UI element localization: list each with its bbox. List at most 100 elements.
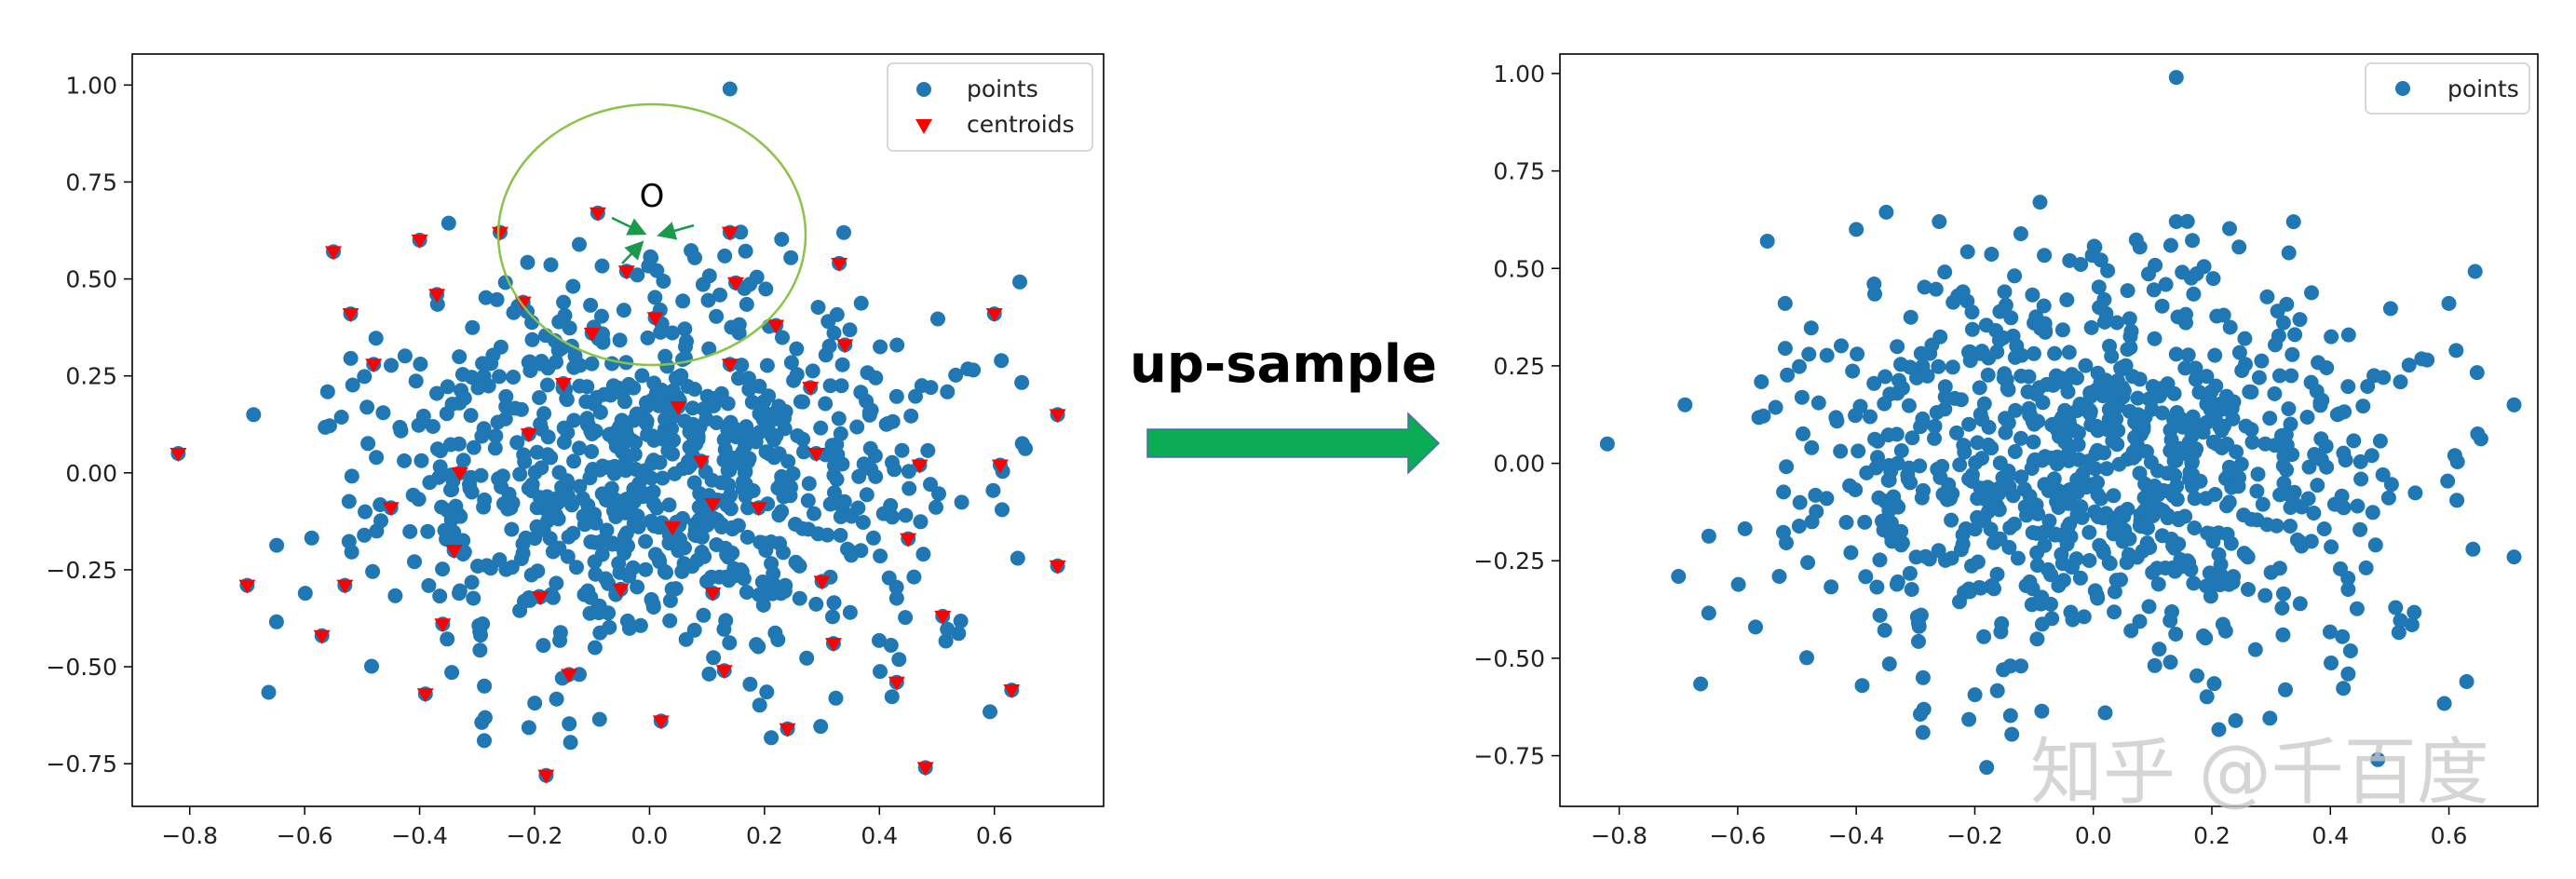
data-point <box>2107 604 2122 620</box>
data-point <box>739 529 755 545</box>
data-point <box>566 453 582 469</box>
data-point <box>512 602 528 618</box>
data-point <box>2013 430 2028 446</box>
data-point <box>2506 397 2522 412</box>
data-point <box>2285 346 2300 362</box>
data-point <box>1992 531 2008 547</box>
data-point <box>2441 295 2457 311</box>
data-point <box>686 475 702 491</box>
data-point <box>470 380 486 396</box>
data-point <box>616 303 631 318</box>
data-point <box>617 394 632 410</box>
data-point <box>2071 452 2087 467</box>
centroid-marker <box>589 207 606 222</box>
data-point <box>732 564 748 580</box>
data-point <box>572 378 588 394</box>
data-point <box>2150 576 2166 592</box>
data-point <box>2029 545 2045 561</box>
data-point <box>2304 285 2319 301</box>
data-point <box>662 593 678 608</box>
data-point <box>551 465 567 480</box>
left-legend: points centroids <box>887 62 1093 152</box>
data-point <box>659 358 675 374</box>
data-point <box>2211 722 2227 737</box>
data-point <box>994 353 1010 369</box>
data-point <box>2353 471 2369 487</box>
centroid-marker <box>532 591 549 606</box>
data-point <box>1845 363 1861 379</box>
data-point <box>790 557 806 572</box>
data-point <box>738 243 753 259</box>
data-point <box>530 563 546 579</box>
data-point <box>1849 222 1864 237</box>
data-point <box>1984 247 2000 262</box>
data-point <box>2120 342 2135 358</box>
data-point <box>1946 294 1961 310</box>
left-y-axis: −0.75 −0.50 −0.25 0.00 0.25 0.50 0.75 1.00 <box>46 72 132 778</box>
data-point <box>883 497 899 513</box>
data-point <box>2132 466 2148 481</box>
right-x-tick-label: −0.6 <box>1710 822 1767 849</box>
data-point <box>2352 453 2368 469</box>
data-point <box>954 494 969 510</box>
data-point <box>701 341 717 357</box>
data-point <box>297 586 313 602</box>
data-point <box>2043 451 2059 466</box>
data-point <box>2013 368 2029 384</box>
data-point <box>524 331 540 347</box>
data-point <box>684 243 699 259</box>
data-point <box>2132 518 2148 534</box>
right-x-tick-label: −0.4 <box>1828 822 1885 849</box>
data-point <box>674 563 690 579</box>
data-point <box>2118 358 2134 373</box>
data-point <box>556 294 572 310</box>
data-point <box>1794 389 1810 405</box>
data-point <box>1981 419 1997 435</box>
data-point <box>2037 248 2053 264</box>
data-point <box>951 626 967 642</box>
data-point <box>1964 321 1980 337</box>
data-point <box>929 499 943 515</box>
data-point <box>2267 438 2283 453</box>
data-point <box>495 468 510 484</box>
data-point <box>2300 491 2316 507</box>
data-point <box>421 577 437 593</box>
data-point <box>566 412 582 428</box>
data-point <box>515 546 531 561</box>
data-point <box>741 382 757 398</box>
data-point <box>1952 594 1967 610</box>
data-point <box>1730 576 1746 592</box>
arrow-to-center-1 <box>611 216 647 236</box>
centroid-marker <box>1003 684 1021 699</box>
centroid-marker <box>934 610 952 625</box>
right-x-tick-label: 0.2 <box>2193 822 2230 849</box>
data-point <box>2082 406 2098 422</box>
data-point <box>2016 481 2032 497</box>
data-point <box>319 384 335 399</box>
data-point <box>873 339 888 355</box>
data-point <box>2036 298 2052 314</box>
data-point <box>630 508 645 524</box>
data-point <box>2340 582 2356 597</box>
data-point <box>1901 398 1917 413</box>
data-point <box>1792 358 1807 374</box>
data-point <box>1893 443 1909 458</box>
data-point <box>771 507 787 523</box>
data-point <box>643 249 658 264</box>
data-point <box>2181 435 2197 451</box>
centroid-marker <box>382 502 400 517</box>
centroid-marker <box>670 401 687 416</box>
data-point <box>1759 234 1775 249</box>
data-point <box>2420 352 2435 368</box>
data-point <box>2207 347 2223 363</box>
data-point <box>758 281 774 297</box>
data-point <box>1904 582 1919 597</box>
data-point <box>451 436 467 452</box>
data-point <box>639 416 655 431</box>
data-point <box>540 429 556 445</box>
data-point <box>2185 467 2201 482</box>
data-point <box>503 500 519 516</box>
centroid-marker <box>434 618 452 633</box>
data-point <box>2147 657 2162 673</box>
data-point <box>536 406 552 422</box>
